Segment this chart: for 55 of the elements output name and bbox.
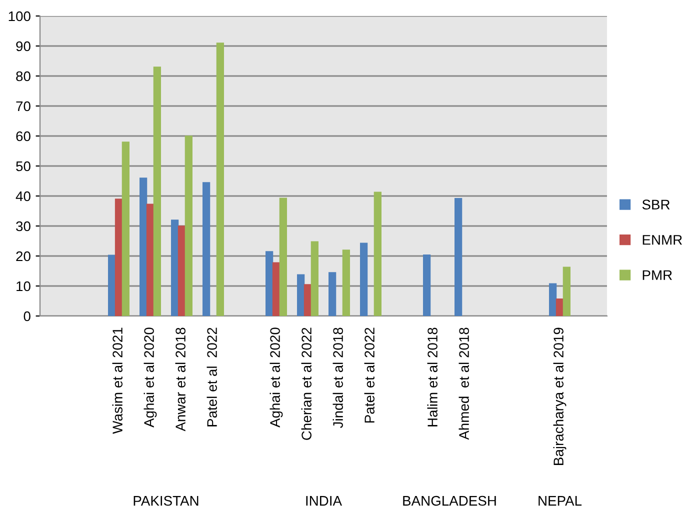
x-tick-label: Anwar et al 2018 [175,328,186,432]
bar [556,298,564,316]
bar [266,251,274,316]
bar [216,42,224,316]
y-tick-label: 10 [16,281,30,292]
x-tick-label: Aghai et al 2020 [270,328,283,428]
bar [114,198,123,316]
x-tick-label: Aghai et al 2020 [144,328,157,428]
x-tick-label: Cherian et al 2022 [301,328,312,440]
bar [122,142,130,316]
y-tick-label: 60 [16,131,30,142]
x-tick-label: Ahmed et al 2018 [458,328,469,440]
bar [202,182,210,316]
x-tick-label: Patel et al 2022 [206,328,217,426]
text: BANGLADESH [403,496,496,506]
text: NEPAL [538,496,582,506]
bar [423,254,431,316]
bar [171,220,179,316]
bar [310,241,318,316]
bar [342,250,350,316]
y-tick-label: 40 [16,191,30,202]
y-tick-label: 90 [16,41,30,52]
x-tick-label: Halim et al 2018 [427,328,438,426]
x-tick-label: Patel et al 2022 [364,328,374,422]
bar [374,192,382,316]
x-tick-label: Wasim et al 2021 [112,328,122,434]
y-tick-label: 50 [16,161,30,172]
y-tick-label: 100 [8,11,30,22]
bar [549,283,557,316]
bar [279,198,287,316]
bar [297,274,305,316]
bar [153,66,161,316]
y-tick-label: 20 [16,251,30,262]
bar [272,262,280,316]
x-tick-label: Jindal et al 2018 [332,328,343,428]
x-tick-label: Bajracharya et al 2019 [553,328,566,465]
legend-label: PMR [642,270,672,280]
bar [140,178,148,316]
legend-label: ENMR [642,235,682,245]
bar [562,266,570,316]
bar [108,254,116,316]
bar [304,284,312,316]
y-tick-label: 30 [16,221,30,232]
y-tick-label: 0 [24,311,30,322]
bar [360,242,368,316]
bar [178,226,186,316]
bar [146,204,154,316]
legend-label: SBR [642,200,670,210]
bar [328,272,336,316]
y-tick-label: 70 [16,101,30,112]
y-tick-label: 80 [16,71,30,82]
text: INDIA [306,496,342,506]
bar [454,198,462,316]
bar [184,136,192,316]
text: PAKISTAN [134,496,198,506]
